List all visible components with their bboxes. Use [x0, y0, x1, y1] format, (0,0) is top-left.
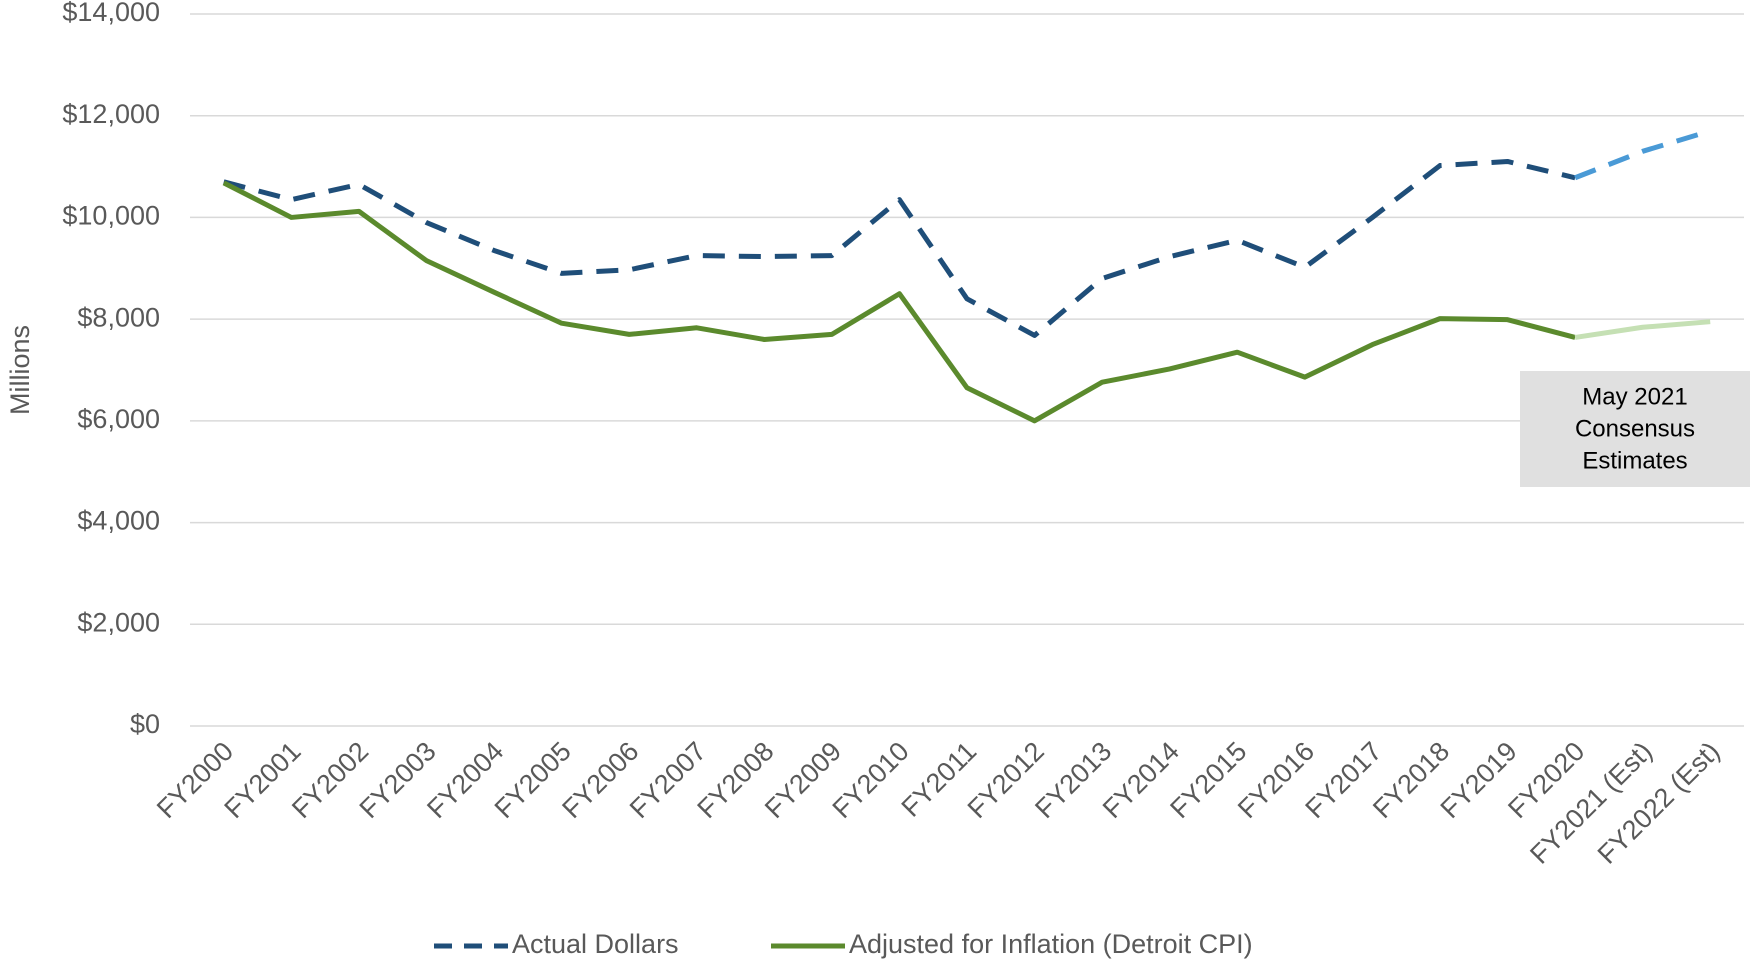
annotation-text: Estimates — [1582, 447, 1687, 474]
annotation-box — [1520, 371, 1750, 487]
series-line — [223, 158, 1576, 338]
x-tick-label: FY2010 — [827, 736, 915, 824]
annotation-text: May 2021 — [1582, 383, 1687, 410]
y-tick-label: $12,000 — [62, 99, 160, 129]
series-line — [1574, 319, 1711, 340]
series-line — [222, 180, 1576, 424]
y-tick-label: $10,000 — [62, 201, 160, 231]
y-tick-label: $14,000 — [62, 0, 160, 27]
annotation-text: Consensus — [1575, 415, 1695, 442]
y-tick-label: $6,000 — [77, 404, 160, 434]
y-tick-label: $4,000 — [77, 506, 160, 536]
y-tick-label: $8,000 — [77, 302, 160, 332]
legend-label: Adjusted for Inflation (Detroit CPI) — [849, 929, 1253, 959]
y-axis-label: Millions — [5, 325, 35, 415]
series-line — [1574, 128, 1711, 181]
y-tick-label: $2,000 — [77, 607, 160, 637]
y-tick-label: $0 — [130, 709, 160, 739]
legend-label: Actual Dollars — [512, 929, 679, 959]
